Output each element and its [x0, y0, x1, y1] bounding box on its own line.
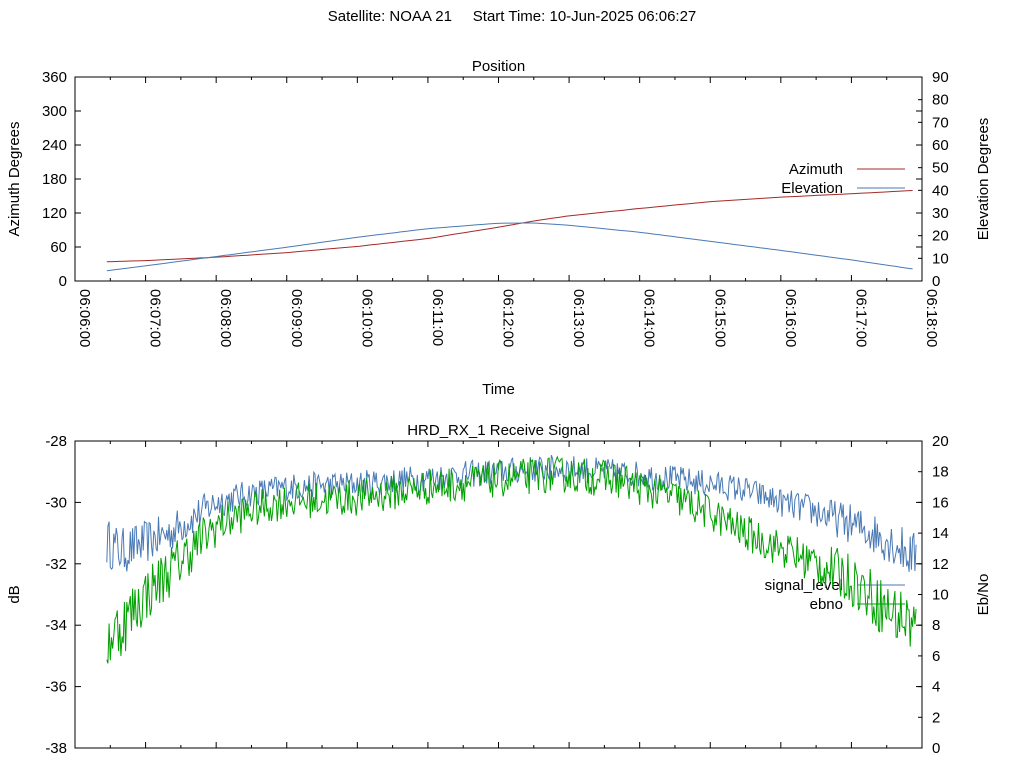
- position-chart: Position 0 60 120 180 240 300 360 0 10 20 30 40 50 60 7…: [6, 58, 992, 398]
- x-tick-label: 06:12:00: [500, 289, 517, 347]
- series-line-signal-level: [106, 454, 917, 572]
- y-axis-label: Azimuth Degrees: [6, 121, 23, 236]
- x-tick-label: 06:18:00: [923, 289, 940, 347]
- y2-tick-label: 0: [932, 740, 940, 757]
- series-line-ebno: [106, 455, 917, 664]
- y2-tick-label: 2: [932, 709, 940, 726]
- plot-frame: [74, 440, 923, 749]
- x-tick-label: 06:08:00: [217, 289, 234, 347]
- y2-tick-label: 20: [932, 433, 949, 450]
- series-line-Elevation: [106, 222, 913, 272]
- y2-tick-label: 30: [932, 205, 949, 222]
- legend-label: ebno: [810, 596, 843, 613]
- y2-tick-label: 0: [932, 273, 940, 290]
- x-tick-label: 06:10:00: [358, 289, 375, 347]
- x-tick-label: 06:17:00: [852, 289, 869, 347]
- y2-tick-label: 20: [932, 228, 949, 245]
- x-tick-label: 06:07:00: [147, 289, 164, 347]
- x-tick-label: 06:15:00: [711, 289, 728, 347]
- start-time-label: Start Time: 10-Jun-2025 06:06:27: [472, 8, 697, 25]
- legend-label: Elevation: [781, 180, 843, 197]
- y2-tick-label: 18: [932, 464, 949, 481]
- legend-label: Azimuth: [789, 161, 843, 178]
- y-tick-label: -38: [45, 740, 67, 757]
- y-tick-label: 60: [50, 239, 67, 256]
- y2-tick-label: 14: [932, 525, 949, 542]
- y-tick-label: 360: [42, 69, 67, 86]
- y2-axis-label: Elevation Degrees: [975, 118, 992, 241]
- y2-tick-label: 80: [932, 92, 949, 109]
- series-line-Azimuth: [106, 190, 913, 263]
- x-tick-label: 06:14:00: [641, 289, 658, 347]
- signal-chart: HRD_RX_1 Receive Signal -38 -36 -34 -32 -30 -2…: [6, 422, 992, 757]
- y2-tick-label: 16: [932, 494, 949, 511]
- y2-tick-label: 12: [932, 556, 949, 573]
- y-tick-label: -30: [45, 494, 67, 511]
- y2-axis-label: Eb/No: [975, 574, 992, 616]
- y2-tick-label: 50: [932, 160, 949, 177]
- y-tick-label: -36: [45, 679, 67, 696]
- y-tick-label: 240: [42, 137, 67, 154]
- y2-tick-label: 8: [932, 617, 940, 634]
- page-title: Satellite: NOAA 21 Start Time: 10-Jun-20…: [0, 8, 1024, 25]
- y2-tick-label: 70: [932, 114, 949, 131]
- y2-tick-label: 60: [932, 137, 949, 154]
- y2-tick-label: 90: [932, 69, 949, 86]
- y-tick-label: 120: [42, 205, 67, 222]
- x-tick-label: 06:13:00: [570, 289, 587, 347]
- y2-tick-label: 10: [932, 587, 949, 604]
- chart-title: Position: [472, 58, 525, 75]
- satellite-label: Satellite: NOAA 21: [327, 8, 452, 25]
- chart-title: HRD_RX_1 Receive Signal: [407, 422, 590, 439]
- y2-tick-label: 6: [932, 648, 940, 665]
- y2-tick-label: 4: [932, 679, 940, 696]
- legend-label: signal_level: [765, 577, 843, 594]
- y-tick-label: 300: [42, 103, 67, 120]
- x-axis-label: Time: [482, 381, 515, 398]
- plot-frame: [74, 76, 923, 282]
- y-tick-label: -34: [45, 617, 67, 634]
- x-tick-label: 06:09:00: [288, 289, 305, 347]
- x-tick-label: 06:06:00: [76, 289, 93, 347]
- y-tick-label: 0: [59, 273, 67, 290]
- y-tick-label: -28: [45, 433, 67, 450]
- x-tick-label: 06:16:00: [782, 289, 799, 347]
- y2-tick-label: 40: [932, 182, 949, 199]
- y2-tick-label: 10: [932, 250, 949, 267]
- x-tick-label: 06:11:00: [429, 289, 446, 346]
- y-axis-label: dB: [6, 585, 23, 603]
- y-tick-label: -32: [45, 556, 67, 573]
- y-tick-label: 180: [42, 171, 67, 188]
